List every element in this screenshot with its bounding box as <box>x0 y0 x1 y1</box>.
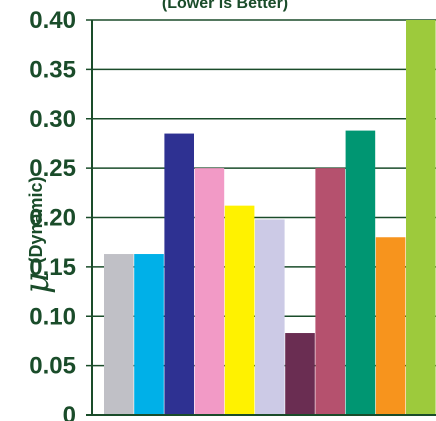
bar <box>194 168 225 415</box>
bar <box>134 254 164 415</box>
y-tick-label: 0.10 <box>29 303 76 330</box>
y-tick-label: 0 <box>63 402 76 421</box>
y-axis-label-text: (Dynamic) <box>26 176 46 263</box>
bar <box>345 130 376 415</box>
bar <box>255 219 285 415</box>
y-tick-label: 0.35 <box>29 56 76 83</box>
bar <box>224 205 255 415</box>
bar <box>406 20 436 415</box>
y-tick-label: 0.40 <box>29 7 76 34</box>
y-tick-label: 0.15 <box>29 254 76 281</box>
bar <box>285 333 315 415</box>
y-tick-label: 0.05 <box>29 353 76 380</box>
bar <box>375 237 406 415</box>
y-tick-label: 0.20 <box>29 205 76 232</box>
y-tick-labels: 0 0.05 0.10 0.15 0.20 0.25 0.30 0.35 0.40 <box>29 7 76 421</box>
y-tick-label: 0.25 <box>29 155 76 182</box>
y-axis-label: 𝜇 (Dynamic) <box>17 176 57 294</box>
chart-title: (Lower is Better) <box>162 0 288 12</box>
y-tick-label: 0.30 <box>29 106 76 133</box>
bar <box>104 254 134 415</box>
y-axis-label-symbol: 𝜇 <box>17 272 57 294</box>
axes <box>86 20 436 416</box>
bar <box>164 133 194 415</box>
bars-group <box>104 20 436 415</box>
bar <box>315 168 345 415</box>
